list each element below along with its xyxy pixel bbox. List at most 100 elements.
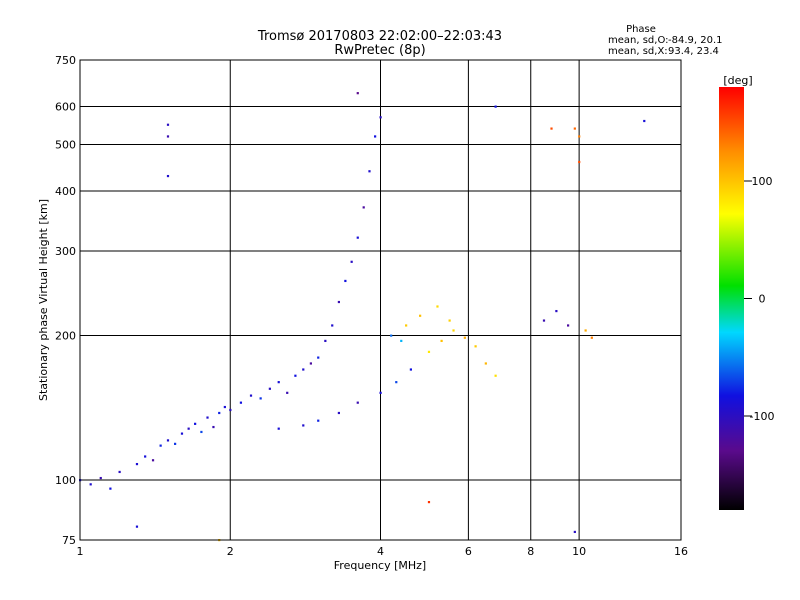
colorbar-title: [deg] (723, 74, 752, 87)
data-point (567, 324, 570, 327)
data-point (578, 135, 581, 138)
data-point (259, 397, 262, 400)
stats-x-values: 93.4, 23.4 (668, 46, 719, 57)
y-tick-labels: 75 100 200 300 400 500 600 750 (55, 54, 76, 547)
data-point (212, 425, 215, 429)
data-point (173, 442, 177, 445)
x-tick-label: 1 (77, 545, 84, 558)
colorbar-ticks: 100 0 -100 (744, 175, 774, 423)
data-point (555, 309, 558, 313)
y-tick-label: 600 (55, 101, 76, 114)
data-point (268, 387, 271, 390)
data-point (324, 339, 327, 343)
data-point (362, 206, 365, 209)
data-point (331, 324, 334, 327)
data-point (277, 381, 280, 384)
x-tick-label: 6 (465, 545, 472, 558)
stats-heading: Phase (626, 24, 656, 35)
data-point (356, 92, 359, 95)
data-point (194, 422, 197, 425)
chart-subtitle: RwPretec (8p) (334, 43, 425, 58)
data-point (109, 487, 112, 490)
y-tick-label: 750 (55, 54, 76, 67)
data-point (436, 305, 439, 308)
data-point (590, 336, 593, 339)
x-tick-label: 8 (527, 545, 534, 558)
data-point (379, 391, 382, 394)
y-tick-label: 300 (55, 245, 76, 258)
data-point (350, 260, 353, 263)
data-point (400, 339, 403, 343)
data-point (166, 174, 170, 178)
data-point (239, 401, 243, 404)
y-tick-label: 75 (62, 534, 76, 547)
data-point (573, 127, 576, 130)
data-point (494, 374, 497, 377)
stats-o-values: -84.9, 20.1 (668, 35, 723, 46)
data-point (484, 362, 487, 365)
data-points (79, 92, 646, 542)
x-tick-label: 2 (227, 545, 234, 558)
data-point (135, 462, 139, 466)
data-point (302, 424, 305, 427)
data-point (118, 470, 121, 474)
chart-title: Tromsø 20170803 22:02:00–22:03:43 (257, 29, 502, 44)
data-point (294, 374, 297, 377)
data-point (337, 300, 341, 304)
data-point (286, 391, 289, 394)
data-point (390, 334, 393, 337)
data-point (584, 329, 587, 332)
data-point (180, 432, 184, 435)
data-point (448, 319, 451, 322)
data-point (573, 530, 576, 534)
plot-frame (79, 59, 682, 541)
stats-x-label: mean, sd,X: (608, 46, 668, 57)
data-point (542, 319, 546, 322)
data-point (223, 405, 226, 409)
data-point (427, 500, 431, 504)
colorbar-tick-label: 0 (759, 293, 766, 306)
data-point (368, 170, 371, 173)
data-point (317, 356, 320, 359)
colorbar-tick-label: -100 (750, 410, 775, 423)
x-tick-label: 10 (572, 545, 586, 558)
x-tick-label: 4 (377, 545, 384, 558)
data-point (395, 381, 398, 384)
data-point (187, 427, 190, 430)
data-point (309, 362, 312, 365)
data-point (550, 127, 553, 130)
data-point (89, 483, 92, 486)
data-point (166, 439, 170, 442)
data-point (379, 116, 382, 119)
stats-o-label: mean, sd,O: (608, 35, 669, 46)
data-point (151, 459, 155, 462)
data-point (317, 419, 320, 422)
data-point (409, 368, 412, 371)
data-point (166, 135, 170, 138)
y-tick-label: 200 (55, 330, 76, 343)
y-tick-label: 500 (55, 139, 76, 152)
y-axis-label: Stationary phase Virtual Height [km] (37, 199, 50, 401)
data-point (374, 135, 377, 138)
grid-lines (80, 60, 681, 540)
data-point (99, 476, 102, 480)
data-point (144, 455, 147, 458)
colorbar (719, 87, 744, 510)
data-point (344, 279, 347, 283)
x-axis-label: Frequency [MHz] (334, 559, 426, 572)
colorbar-tick-label: 100 (752, 175, 773, 188)
y-tick-label: 100 (55, 474, 76, 487)
data-point (474, 345, 477, 348)
data-point (206, 416, 209, 419)
data-point (229, 408, 232, 412)
data-point (427, 350, 431, 353)
data-point (302, 368, 305, 371)
data-point (440, 339, 443, 343)
data-point (356, 236, 359, 239)
data-point (452, 329, 455, 332)
data-point (277, 427, 280, 430)
x-tick-label: 16 (674, 545, 688, 558)
data-point (356, 401, 359, 404)
data-point (463, 336, 466, 339)
data-point (249, 394, 253, 397)
